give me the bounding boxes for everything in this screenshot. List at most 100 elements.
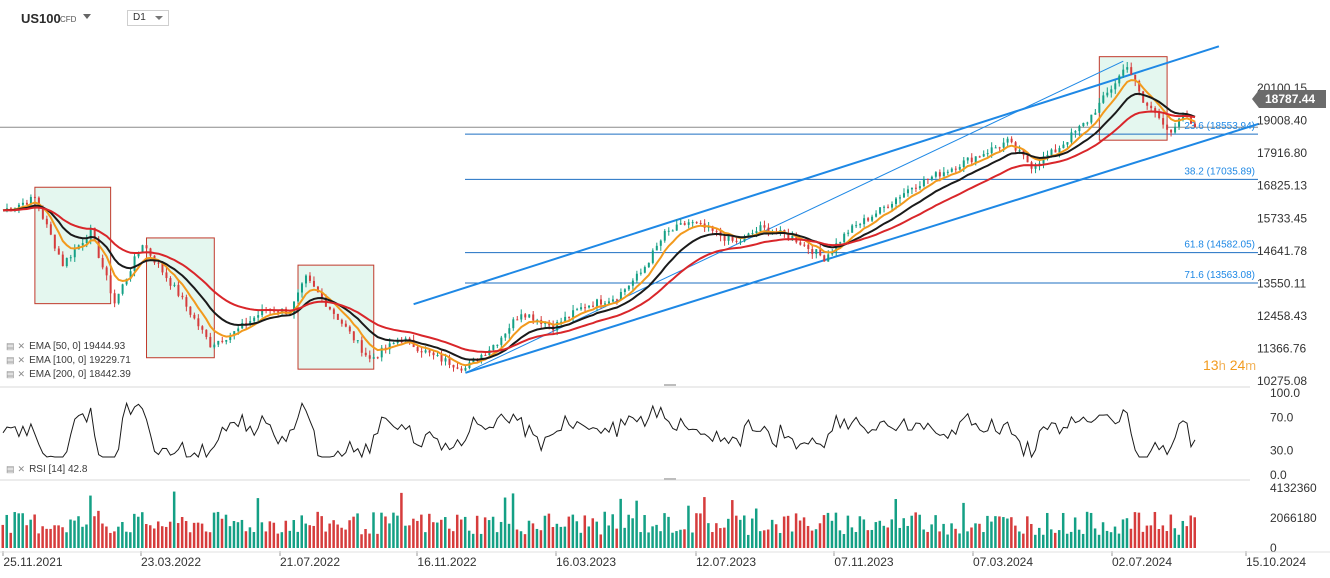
candle-body [173,284,176,286]
candle-body [233,331,236,336]
candle-body [97,239,100,258]
candle-body [950,168,953,172]
close-icon[interactable]: ✕ [17,369,26,379]
symbol-label[interactable]: US100 [21,11,61,26]
channel-lower-line [465,122,1260,374]
volume-bar [180,517,184,548]
highlight-box [1098,56,1168,141]
volume-bar [778,532,782,548]
candle-body [416,347,419,352]
volume-bar [216,511,220,548]
volume-bar [459,519,463,548]
volume-bar [332,520,335,548]
volume-bar [73,520,76,548]
rsi-axis-tick: 100.0 [1270,386,1300,400]
candle-body [715,230,718,232]
volume-bar [798,520,802,548]
candle-body [891,203,894,208]
volume-bar [886,527,890,548]
volume-bar [1145,525,1149,548]
close-icon[interactable]: ✕ [17,355,26,365]
volume-bar [1161,525,1165,548]
volume-bar [1141,531,1145,548]
volume-bar [81,526,84,548]
volume-axis-tick: 2066180 [1270,511,1317,525]
volume-bar [1097,534,1101,548]
volume-bar [739,519,742,548]
volume-bar [982,532,985,548]
volume-bar [1018,531,1021,548]
volume-bar [320,516,323,548]
pane-resize-handle[interactable] [664,478,676,480]
settings-icon[interactable]: ▤ [6,369,15,379]
candle-body [683,223,686,225]
candle-body [340,319,343,324]
volume-bar [1010,517,1013,548]
candle-body [663,231,666,241]
volume-bar [1121,519,1125,548]
volume-bar [228,526,232,548]
candle-body [213,344,216,348]
candle-body [687,222,690,225]
symbol-dropdown-icon[interactable] [83,14,91,19]
volume-bar [671,532,674,548]
volume-bar [986,515,989,548]
legend-ema100[interactable]: ▤ ✕ EMA [100, 0] 19229.71 [6,355,131,366]
volume-bar [579,532,583,548]
candle-body [45,218,48,225]
rsi-axis-tick: 0.0 [1270,468,1287,482]
candle-body [528,314,531,318]
candle-body [484,354,487,356]
price-axis-tick: 19008.40 [1257,114,1307,128]
volume-bar [623,527,626,548]
volume-bar [1169,514,1173,548]
volume-bar [914,512,917,548]
volume-bar [368,533,371,548]
volume-bar [204,531,208,548]
settings-icon[interactable]: ▤ [6,341,15,351]
candle-body [161,263,164,273]
candle-body [930,176,933,180]
fibonacci-label: 71.6 (13563.08) [1184,270,1255,281]
candle-body [695,222,698,224]
candle-body [113,293,116,304]
legend-rsi[interactable]: ▤ ✕ RSI [14] 42.8 [6,464,87,475]
volume-bar [344,529,347,548]
volume-bar [599,534,602,548]
candle-body [452,364,455,368]
candle-body [556,321,559,331]
legend-ema200-text: EMA [200, 0] 18442.39 [29,369,131,380]
volume-bar [563,526,567,548]
volume-bar [200,523,204,548]
close-icon[interactable]: ✕ [17,341,26,351]
candle-body [811,249,814,254]
candle-body [304,275,307,284]
volume-bar [766,529,770,548]
close-icon[interactable]: ✕ [17,464,26,474]
candle-body [974,156,977,163]
volume-bar [830,520,834,548]
date-axis-tick: 16.11.2022 [417,555,476,569]
candle-body [285,308,288,315]
pane-resize-handle[interactable] [664,384,676,386]
candle-body [667,230,670,232]
candle-body [1078,126,1081,132]
candle-body [1094,112,1097,115]
timeframe-select[interactable]: D1 [127,10,169,26]
volume-bar [57,525,60,548]
settings-icon[interactable]: ▤ [6,464,15,474]
volume-bar [1002,517,1005,548]
legend-ema50[interactable]: ▤ ✕ EMA [50, 0] 19444.93 [6,341,125,352]
candle-body [655,245,658,251]
candle-body [193,314,196,319]
volume-bar [444,517,447,548]
candle-body [1110,89,1113,93]
candle-body [456,367,459,369]
date-axis-tick: 12.07.2023 [696,555,756,569]
legend-ema200[interactable]: ▤ ✕ EMA [200, 0] 18442.39 [6,369,131,380]
candle-body [843,233,846,243]
candle-body [1146,102,1149,106]
settings-icon[interactable]: ▤ [6,355,15,365]
volume-bar [846,515,850,548]
